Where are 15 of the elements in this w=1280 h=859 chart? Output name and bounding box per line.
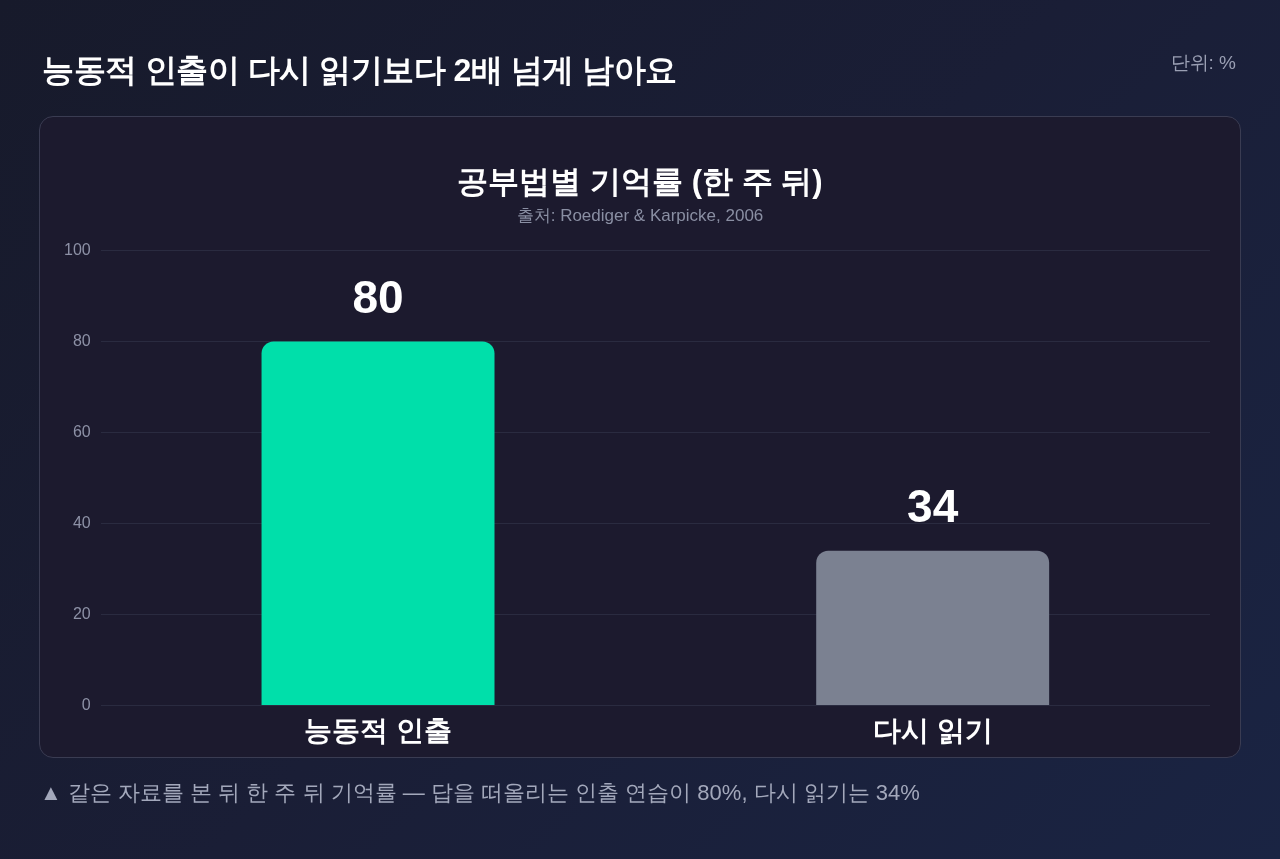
y-tick-label: 0 bbox=[81, 695, 91, 713]
source-note: 출처: Roediger & Karpicke, 2006 bbox=[515, 206, 765, 225]
y-tick-label: 60 bbox=[72, 422, 91, 440]
x-tick-label: 다시 읽기 bbox=[872, 714, 993, 746]
chart-subtitle: 공부법별 기억률 (한 주 뒤) bbox=[456, 164, 824, 199]
chart-title: 능동적 인출이 다시 읽기보다 2배 넘게 남아요 bbox=[42, 52, 677, 88]
y-tick-label: 40 bbox=[72, 513, 91, 531]
y-tick-label: 80 bbox=[72, 331, 91, 349]
data-label: 34 bbox=[907, 480, 959, 533]
y-tick-label: 100 bbox=[63, 241, 91, 259]
x-tick-label: 능동적 인출 bbox=[304, 714, 452, 746]
text: ▲ 같은 자료를 본 뒤 한 주 뒤 기억률 — 답을 떠올리는 인출 연습이 80%, 다시 읽기는 34% bbox=[40, 780, 920, 805]
text: 단위: % bbox=[1170, 52, 1236, 73]
data-label: 80 bbox=[352, 271, 404, 324]
y-tick-label: 20 bbox=[72, 604, 91, 622]
